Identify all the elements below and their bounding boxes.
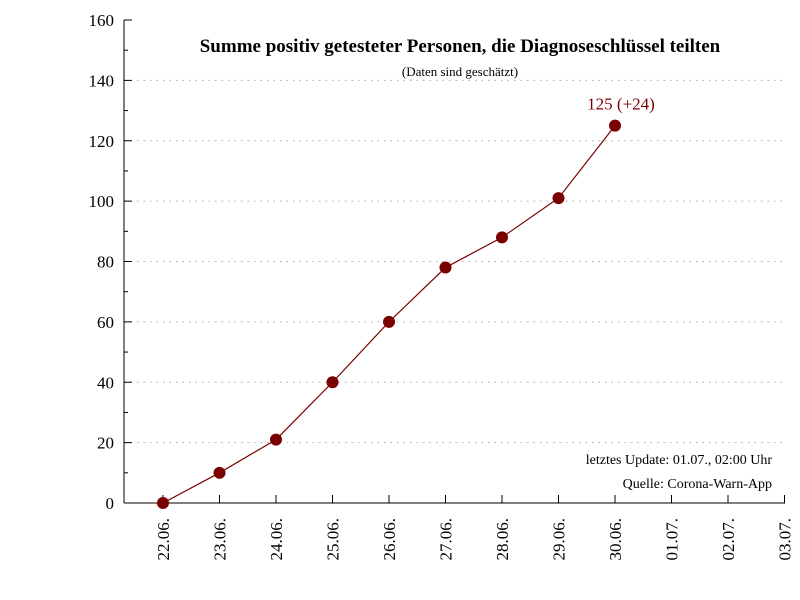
x-tick-label: 22.06. [154, 518, 173, 561]
y-tick-label: 140 [89, 71, 115, 90]
x-tick-label: 02.07. [719, 518, 738, 561]
chart-title: Summe positiv getesteter Personen, die D… [200, 36, 721, 57]
x-ticks: 22.06. 23.06. 24.06. 25.06. 26.06. 27.06. 28.0… [154, 495, 795, 561]
x-tick-label: 28.06. [493, 518, 512, 561]
x-tick-label: 03.07. [776, 518, 795, 561]
data-point [326, 376, 339, 389]
y-tick-label: 40 [97, 373, 114, 392]
y-tick-label: 0 [106, 494, 115, 513]
data-point [439, 261, 452, 274]
y-tick-label: 160 [89, 11, 115, 30]
last-value-annotation: 125 (+24) [587, 95, 655, 114]
data-point [609, 119, 621, 132]
x-tick-label: 25.06. [324, 518, 343, 561]
y-tick-label: 100 [89, 192, 115, 211]
x-tick-label: 23.06. [211, 518, 230, 561]
y-tick-label: 120 [89, 132, 115, 151]
series-polyline [162, 125, 616, 504]
x-tick-label: 26.06. [380, 518, 399, 561]
source-note: Quelle: Corona-Warn-App [623, 477, 772, 492]
data-point [383, 315, 395, 328]
series-line [157, 119, 621, 509]
x-tick-label: 01.07. [663, 518, 682, 561]
data-point [157, 497, 169, 509]
grid-lines [124, 79, 785, 444]
x-tick-label: 27.06. [437, 518, 456, 561]
data-point [552, 192, 565, 205]
x-tick-label: 24.06. [267, 518, 286, 561]
x-tick-label: 30.06. [606, 518, 625, 561]
data-point [213, 466, 226, 479]
axes [123, 20, 785, 504]
y-tick-label: 80 [97, 253, 114, 272]
y-ticks: 0 20 40 60 80 100 120 140 160 [89, 11, 132, 513]
y-tick-label: 60 [97, 313, 114, 332]
data-point [270, 433, 282, 446]
data-point [496, 231, 508, 244]
y-tick-label: 20 [97, 434, 114, 453]
x-tick-label: 29.06. [550, 518, 569, 561]
chart-subtitle: (Daten sind geschätzt) [402, 64, 518, 79]
update-note: letztes Update: 01.07., 02:00 Uhr [586, 453, 773, 468]
